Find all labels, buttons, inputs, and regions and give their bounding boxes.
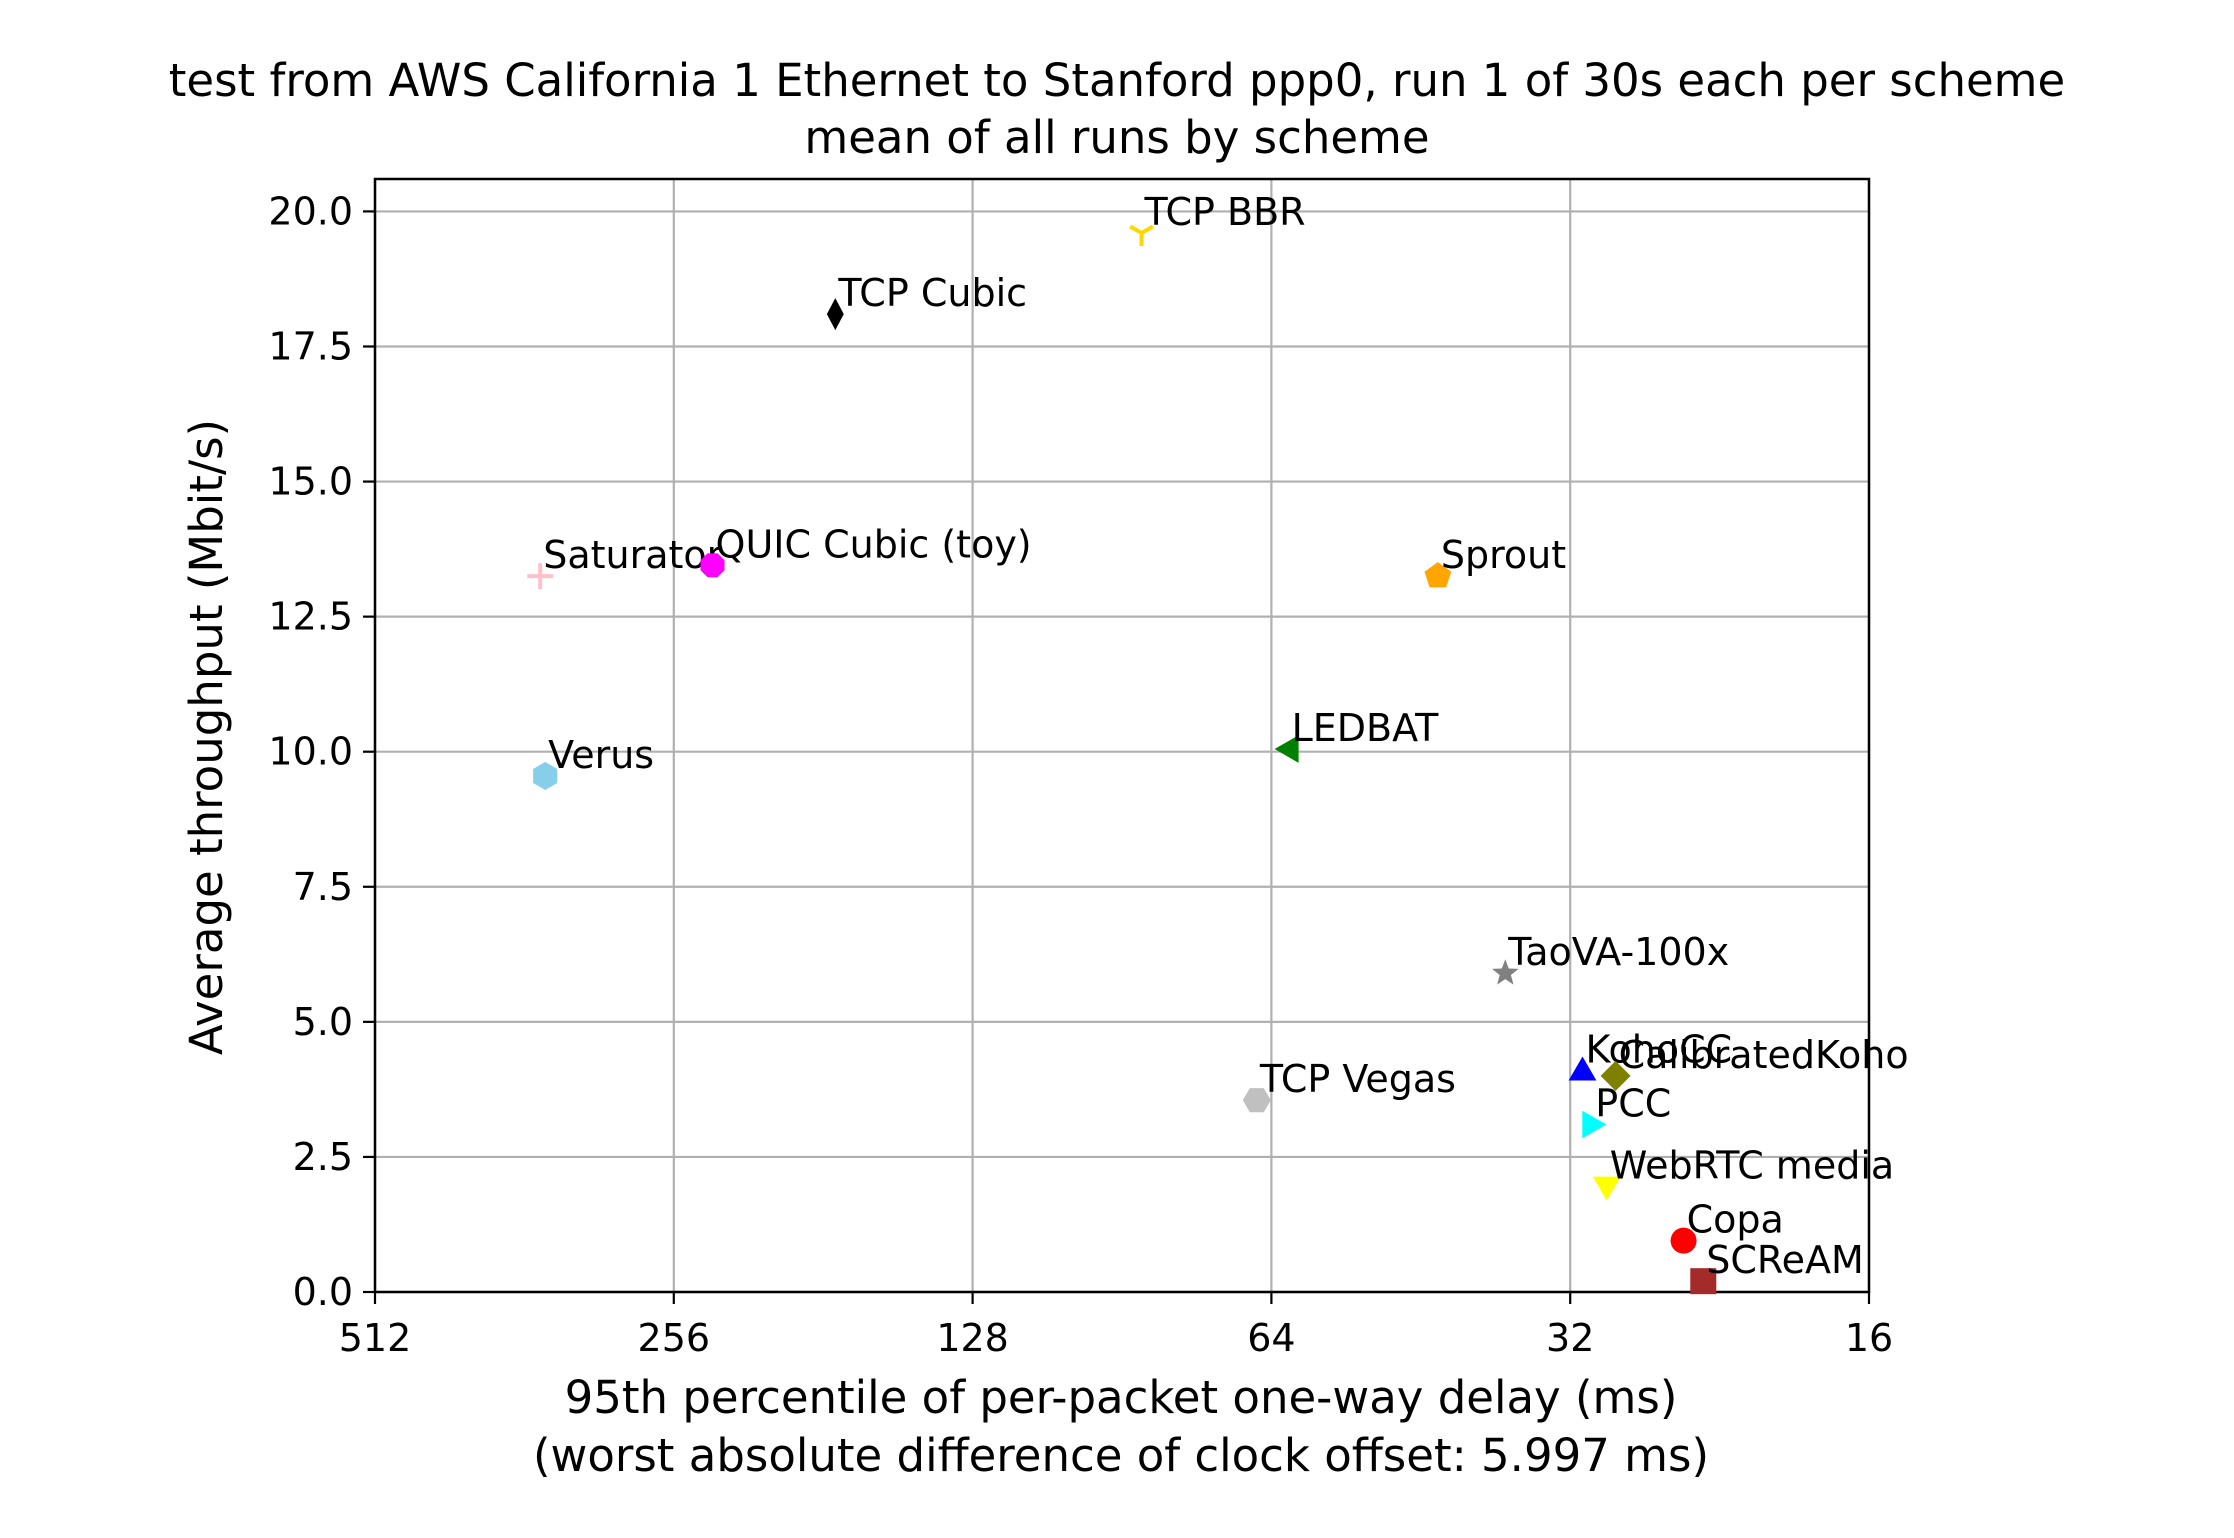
point-label: TaoVA-100x — [1507, 930, 1729, 974]
chart-subtitle: mean of all runs by scheme — [804, 111, 1429, 164]
y-tick-label: 7.5 — [293, 865, 353, 909]
marker-webrtc-media — [1592, 1176, 1621, 1201]
chart-title: test from AWS California 1 Ethernet to S… — [169, 54, 2065, 107]
point-label: CalibratedKoho — [1619, 1033, 1909, 1077]
point-label: KohoCC — [1585, 1027, 1732, 1071]
y-tick-label: 10.0 — [268, 730, 353, 774]
marker-quic-cubic-toy — [700, 553, 725, 578]
marker-verus — [533, 762, 558, 790]
point-label: TCP Vegas — [1259, 1057, 1456, 1101]
x-tick-label: 32 — [1546, 1316, 1594, 1360]
marker-tcp-vegas — [1242, 1088, 1271, 1113]
y-tick-label: 20.0 — [268, 189, 353, 233]
y-tick-label: 0.0 — [293, 1270, 353, 1314]
point-label: Sprout — [1441, 533, 1566, 577]
x-tick-label: 512 — [339, 1316, 412, 1360]
point-label: Copa — [1687, 1198, 1784, 1242]
x-tick-label: 128 — [936, 1316, 1009, 1360]
point-label: QUIC Cubic (toy) — [716, 522, 1032, 566]
marker-kohocc — [1568, 1056, 1597, 1081]
marker-calibratedkoho — [1600, 1060, 1631, 1091]
marker-tcp-bbr — [1129, 224, 1154, 247]
x-tick-label: 64 — [1247, 1316, 1295, 1360]
marker-saturator — [527, 563, 554, 590]
y-tick-label: 17.5 — [268, 324, 353, 368]
point-label: TCP BBR — [1144, 190, 1306, 234]
marker-tcp-cubic — [826, 298, 844, 331]
marker-sprout — [1424, 562, 1452, 588]
axis-ticks: 512 256 128 64 32 16 0.0 2.5 5.0 7.5 10.0 12.5 15.0 1… — [268, 189, 1893, 1360]
y-axis-label: Average throughput (Mbit/s) — [180, 419, 233, 1055]
y-tick-label: 2.5 — [293, 1135, 353, 1179]
x-tick-label: 256 — [638, 1316, 711, 1360]
marker-pcc — [1582, 1110, 1607, 1139]
point-label: LEDBAT — [1292, 706, 1440, 750]
y-tick-label: 15.0 — [268, 460, 353, 504]
marker-scream — [1690, 1268, 1717, 1295]
point-label: WebRTC media — [1610, 1144, 1894, 1188]
x-axis-note: (worst absolute difference of clock offs… — [533, 1429, 1709, 1482]
x-axis-label: 95th percentile of per-packet one-way de… — [565, 1371, 1678, 1424]
marker-taova-100x — [1492, 959, 1519, 985]
x-tick-label: 16 — [1845, 1316, 1893, 1360]
marker-ledbat — [1274, 735, 1299, 763]
point-label: TCP Cubic — [837, 271, 1027, 315]
point-label: SCReAM — [1706, 1238, 1864, 1282]
y-tick-label: 5.0 — [293, 1000, 353, 1044]
point-label: Verus — [548, 733, 654, 777]
y-tick-label: 12.5 — [268, 595, 353, 639]
plot-frame — [373, 177, 1871, 1294]
marker-copa — [1670, 1227, 1697, 1254]
point-label: Saturator — [543, 533, 722, 577]
point-label: PCC — [1595, 1082, 1671, 1126]
